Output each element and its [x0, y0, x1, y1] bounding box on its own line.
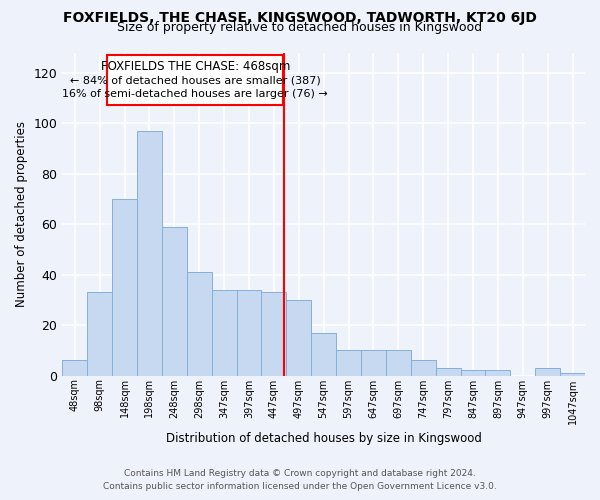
Bar [87, 292, 112, 376]
Bar [361, 350, 386, 376]
Bar [212, 290, 236, 376]
Text: FOXFIELDS THE CHASE: 468sqm: FOXFIELDS THE CHASE: 468sqm [101, 60, 290, 73]
Bar [311, 332, 336, 376]
Bar [162, 226, 187, 376]
Bar [386, 350, 411, 376]
Bar [535, 368, 560, 376]
Bar [485, 370, 511, 376]
Bar [286, 300, 311, 376]
Bar [236, 290, 262, 376]
Bar [137, 130, 162, 376]
Bar [411, 360, 436, 376]
Text: FOXFIELDS, THE CHASE, KINGSWOOD, TADWORTH, KT20 6JD: FOXFIELDS, THE CHASE, KINGSWOOD, TADWORT… [63, 11, 537, 25]
Bar [336, 350, 361, 376]
Bar [560, 373, 585, 376]
Text: 16% of semi-detached houses are larger (76) →: 16% of semi-detached houses are larger (… [62, 89, 328, 99]
Bar [62, 360, 87, 376]
Text: ← 84% of detached houses are smaller (387): ← 84% of detached houses are smaller (38… [70, 76, 320, 86]
FancyBboxPatch shape [107, 55, 283, 106]
Text: Size of property relative to detached houses in Kingswood: Size of property relative to detached ho… [118, 21, 482, 34]
Y-axis label: Number of detached properties: Number of detached properties [15, 121, 28, 307]
Bar [112, 199, 137, 376]
X-axis label: Distribution of detached houses by size in Kingswood: Distribution of detached houses by size … [166, 432, 482, 445]
Bar [461, 370, 485, 376]
Bar [436, 368, 461, 376]
Text: Contains HM Land Registry data © Crown copyright and database right 2024.
Contai: Contains HM Land Registry data © Crown c… [103, 470, 497, 491]
Bar [187, 272, 212, 376]
Bar [262, 292, 286, 376]
